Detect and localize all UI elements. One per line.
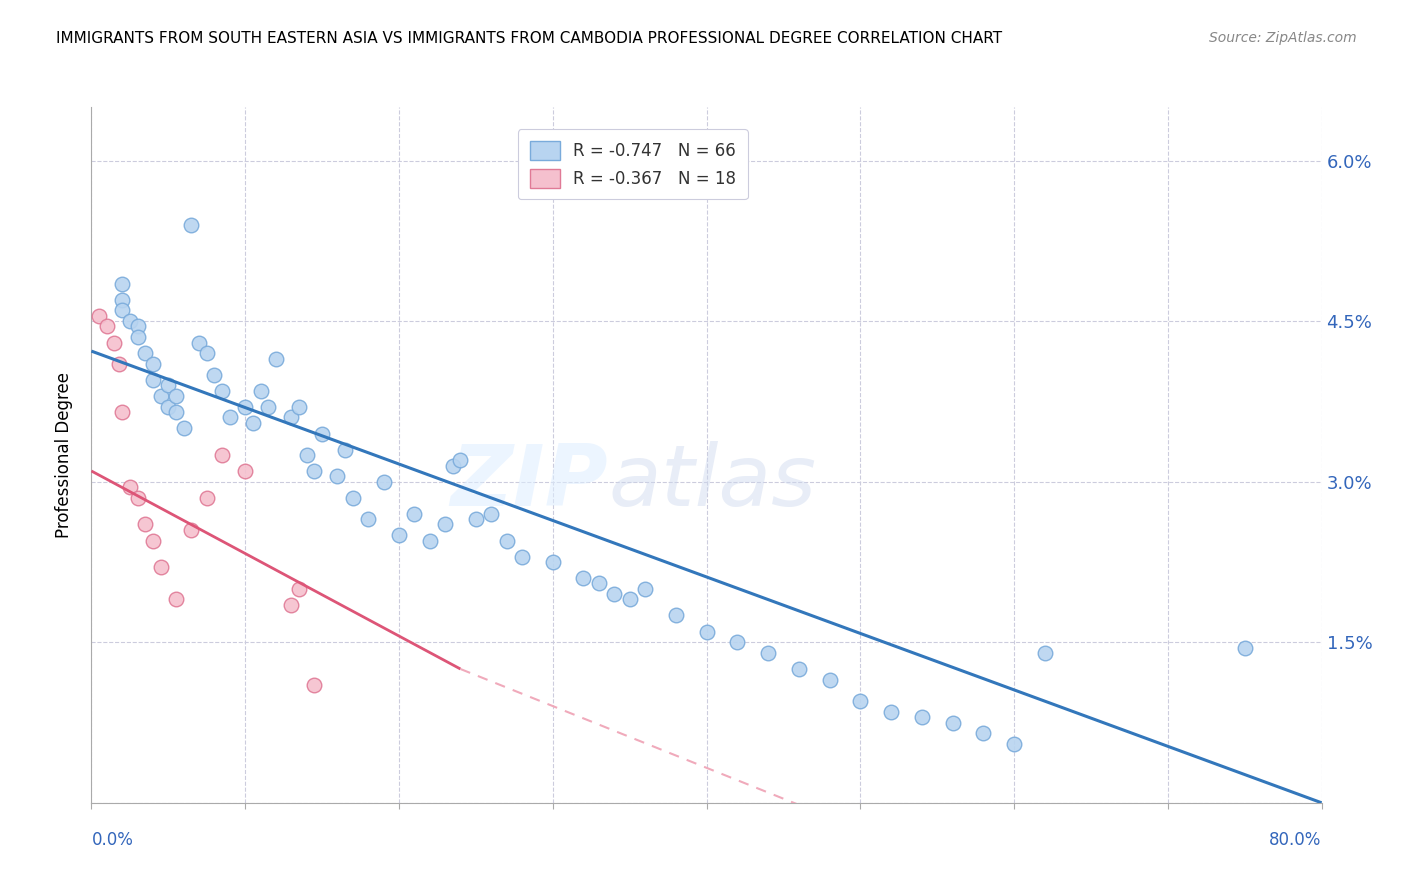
Point bbox=[249, 384, 271, 398]
Point bbox=[180, 218, 202, 232]
Legend: R = -0.747   N = 66, R = -0.367   N = 18: R = -0.747 N = 66, R = -0.367 N = 18 bbox=[517, 129, 748, 200]
Point bbox=[1002, 737, 1025, 751]
Point bbox=[849, 694, 872, 708]
Point bbox=[634, 582, 657, 596]
Point bbox=[603, 587, 626, 601]
Point bbox=[157, 378, 180, 392]
Text: 0.0%: 0.0% bbox=[91, 831, 134, 849]
Point bbox=[756, 646, 779, 660]
Point bbox=[326, 469, 349, 483]
Point bbox=[696, 624, 718, 639]
Point bbox=[233, 464, 256, 478]
Point bbox=[588, 576, 610, 591]
Point bbox=[288, 582, 311, 596]
Point bbox=[87, 309, 110, 323]
Point bbox=[165, 389, 187, 403]
Point bbox=[280, 598, 302, 612]
Point bbox=[134, 517, 156, 532]
Point bbox=[202, 368, 225, 382]
Point bbox=[165, 592, 187, 607]
Point bbox=[103, 335, 125, 350]
Point bbox=[1033, 646, 1056, 660]
Point bbox=[541, 555, 564, 569]
Point bbox=[880, 705, 903, 719]
Point bbox=[211, 448, 233, 462]
Point bbox=[165, 405, 187, 419]
Point bbox=[388, 528, 411, 542]
Point bbox=[142, 373, 165, 387]
Point bbox=[142, 357, 165, 371]
Point bbox=[942, 715, 965, 730]
Point bbox=[464, 512, 486, 526]
Point bbox=[195, 491, 218, 505]
Point bbox=[195, 346, 218, 360]
Point bbox=[157, 400, 180, 414]
Point bbox=[449, 453, 471, 467]
Point bbox=[972, 726, 994, 740]
Point bbox=[311, 426, 333, 441]
Point bbox=[725, 635, 748, 649]
Point bbox=[127, 319, 149, 334]
Point bbox=[441, 458, 464, 473]
Point bbox=[127, 491, 149, 505]
Point bbox=[218, 410, 240, 425]
Point bbox=[111, 405, 134, 419]
Point bbox=[288, 400, 311, 414]
Point bbox=[342, 491, 364, 505]
Point bbox=[111, 277, 134, 291]
Point bbox=[295, 448, 318, 462]
Text: 80.0%: 80.0% bbox=[1270, 831, 1322, 849]
Point bbox=[257, 400, 280, 414]
Point bbox=[242, 416, 264, 430]
Point bbox=[96, 319, 118, 334]
Point bbox=[333, 442, 356, 457]
Point bbox=[188, 335, 211, 350]
Text: IMMIGRANTS FROM SOUTH EASTERN ASIA VS IMMIGRANTS FROM CAMBODIA PROFESSIONAL DEGR: IMMIGRANTS FROM SOUTH EASTERN ASIA VS IM… bbox=[56, 31, 1002, 46]
Point bbox=[665, 608, 688, 623]
Point bbox=[134, 346, 156, 360]
Y-axis label: Professional Degree: Professional Degree bbox=[55, 372, 73, 538]
Point bbox=[818, 673, 841, 687]
Point bbox=[572, 571, 595, 585]
Text: Source: ZipAtlas.com: Source: ZipAtlas.com bbox=[1209, 31, 1357, 45]
Point bbox=[357, 512, 380, 526]
Point bbox=[142, 533, 165, 548]
Text: atlas: atlas bbox=[607, 442, 815, 524]
Point bbox=[111, 293, 134, 307]
Point bbox=[1233, 640, 1256, 655]
Point bbox=[173, 421, 195, 435]
Point bbox=[495, 533, 517, 548]
Point bbox=[264, 351, 287, 366]
Point bbox=[619, 592, 641, 607]
Point bbox=[304, 678, 326, 692]
Point bbox=[280, 410, 302, 425]
Point bbox=[479, 507, 502, 521]
Point bbox=[787, 662, 810, 676]
Text: ZIP: ZIP bbox=[450, 442, 607, 524]
Point bbox=[149, 560, 172, 574]
Point bbox=[510, 549, 533, 564]
Point bbox=[118, 314, 141, 328]
Point bbox=[111, 303, 134, 318]
Point bbox=[911, 710, 934, 724]
Point bbox=[118, 480, 141, 494]
Point bbox=[149, 389, 172, 403]
Point bbox=[211, 384, 233, 398]
Point bbox=[233, 400, 256, 414]
Point bbox=[434, 517, 457, 532]
Point bbox=[127, 330, 149, 344]
Point bbox=[180, 523, 202, 537]
Point bbox=[373, 475, 395, 489]
Point bbox=[108, 357, 131, 371]
Point bbox=[419, 533, 441, 548]
Point bbox=[404, 507, 426, 521]
Point bbox=[304, 464, 326, 478]
